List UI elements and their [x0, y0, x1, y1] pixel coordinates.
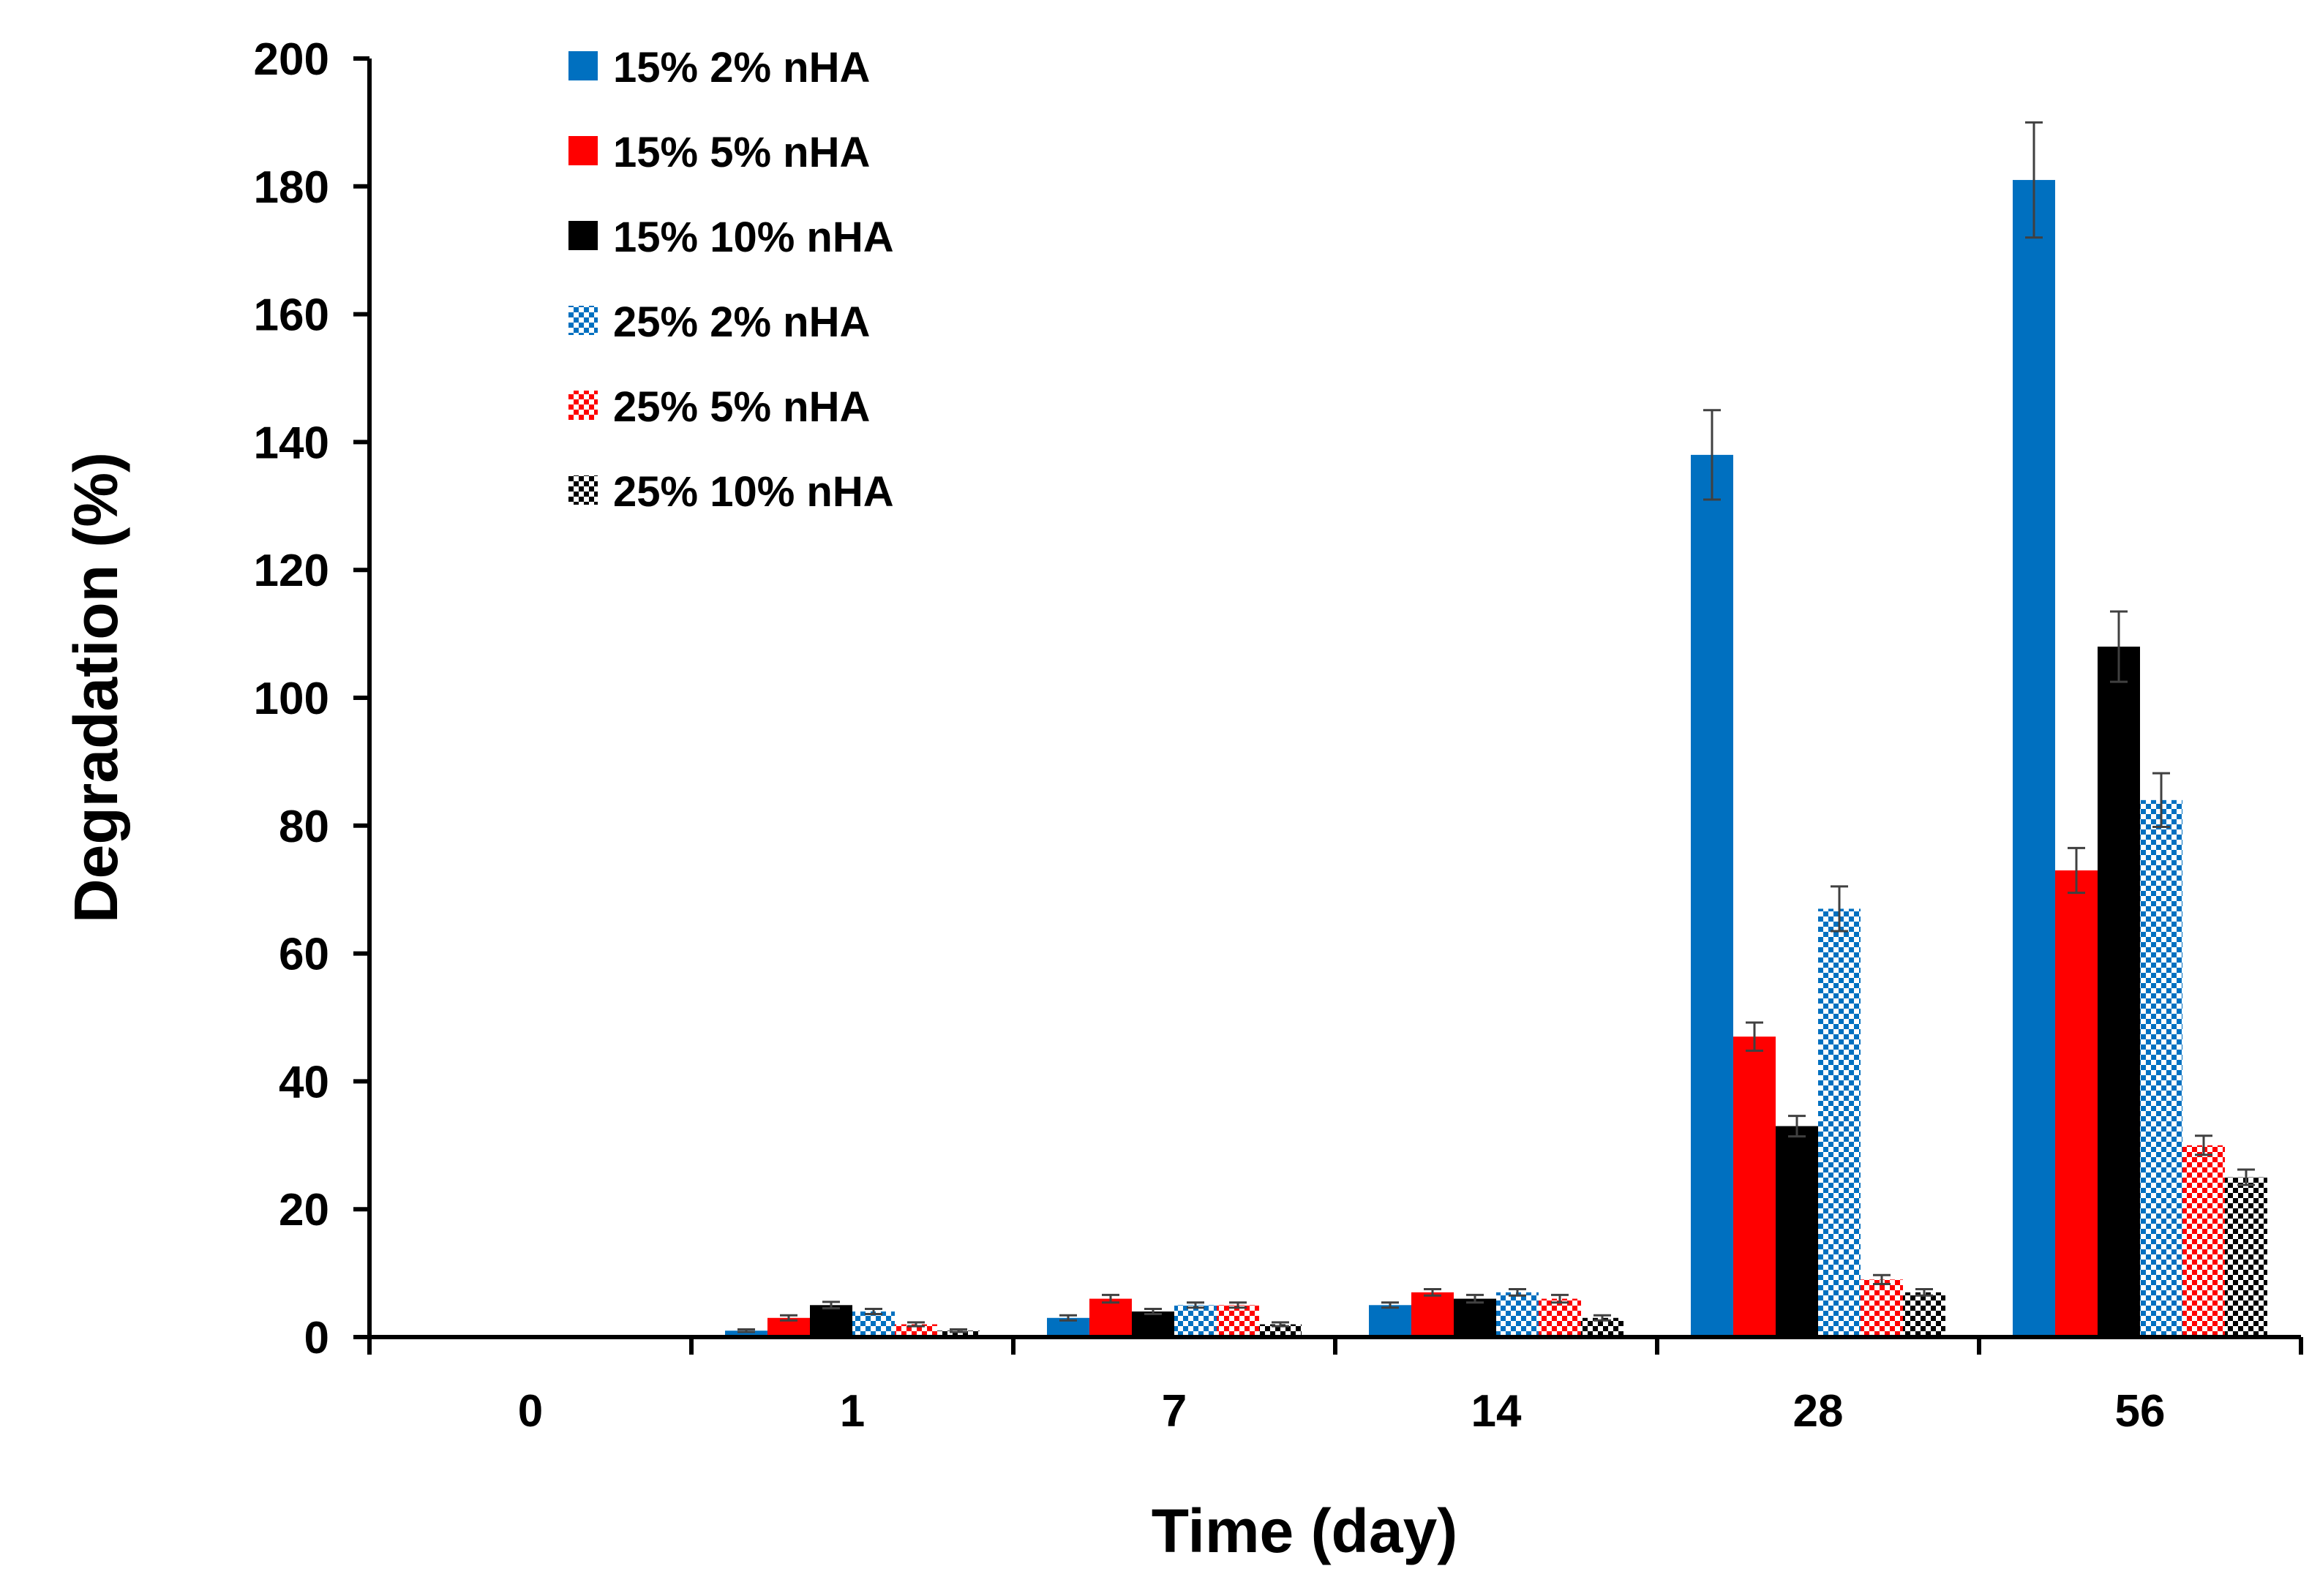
bars-layer	[725, 180, 2267, 1337]
legend-label: 25% 2% nHA	[613, 298, 870, 346]
y-tick-label: 80	[279, 802, 329, 852]
x-tick-label: 1	[840, 1386, 865, 1437]
bar	[1776, 1126, 1818, 1337]
bar	[1132, 1311, 1174, 1337]
y-tick-label: 0	[304, 1313, 329, 1363]
bar	[937, 1330, 980, 1337]
bar	[2182, 1145, 2225, 1337]
y-tick-label: 120	[254, 546, 329, 596]
x-axis-title: Time (day)	[1152, 1497, 1458, 1565]
legend-label: 15% 10% nHA	[613, 214, 894, 261]
y-tick-label: 60	[279, 930, 329, 980]
bar	[1259, 1324, 1302, 1337]
legend-swatch	[568, 306, 598, 335]
y-tick-label: 180	[254, 162, 329, 213]
bar	[2225, 1177, 2267, 1337]
x-tick-label: 14	[1471, 1386, 1522, 1437]
bar	[810, 1305, 852, 1337]
bar	[1539, 1298, 1581, 1337]
bar	[1691, 454, 1733, 1337]
bar	[1089, 1298, 1132, 1337]
y-tick-label: 160	[254, 290, 329, 341]
bar	[1217, 1305, 1259, 1337]
legend-label: 15% 5% nHA	[613, 129, 870, 176]
x-tick-label: 56	[2115, 1386, 2166, 1437]
y-tick-label: 200	[254, 34, 329, 85]
legend-swatch	[568, 221, 598, 250]
bar	[1369, 1305, 1411, 1337]
y-ticks: 0 20 40 60 80 100 120 140 160 180 200	[254, 34, 369, 1363]
x-tick-label: 7	[1162, 1386, 1187, 1437]
bar	[852, 1311, 895, 1337]
bar	[1903, 1292, 1945, 1337]
bar	[2140, 799, 2182, 1337]
bar	[1411, 1292, 1454, 1337]
bar	[725, 1330, 767, 1337]
bar	[1454, 1298, 1496, 1337]
bar	[1861, 1279, 1903, 1337]
legend-swatch	[568, 51, 598, 80]
legend-swatch	[568, 136, 598, 165]
legend: 15% 2% nHA 15% 5% nHA 15% 10% nHA 25% 2% nH…	[568, 44, 894, 516]
bar	[1496, 1292, 1539, 1337]
x-tick-label: 28	[1793, 1386, 1844, 1437]
y-tick-label: 20	[279, 1185, 329, 1235]
legend-label: 25% 5% nHA	[613, 383, 870, 431]
legend-swatch	[568, 475, 598, 505]
bar	[895, 1324, 937, 1337]
y-tick-label: 140	[254, 418, 329, 468]
y-tick-label: 40	[279, 1057, 329, 1107]
bar	[2098, 647, 2140, 1337]
x-tick-label: 0	[518, 1386, 543, 1437]
bar	[1174, 1305, 1217, 1337]
bar	[1733, 1036, 1776, 1337]
legend-label: 15% 2% nHA	[613, 44, 870, 91]
y-axis-title: Degradation (%)	[61, 452, 130, 923]
legend-label: 25% 10% nHA	[613, 468, 894, 516]
error-bars-layer	[737, 121, 2255, 1333]
legend-swatch	[568, 391, 598, 420]
bar	[1818, 908, 1861, 1337]
y-tick-label: 100	[254, 674, 329, 724]
bar	[2013, 180, 2055, 1337]
bar	[2055, 870, 2098, 1337]
x-ticks: 0 1 7 14 28 56	[367, 1337, 2303, 1437]
